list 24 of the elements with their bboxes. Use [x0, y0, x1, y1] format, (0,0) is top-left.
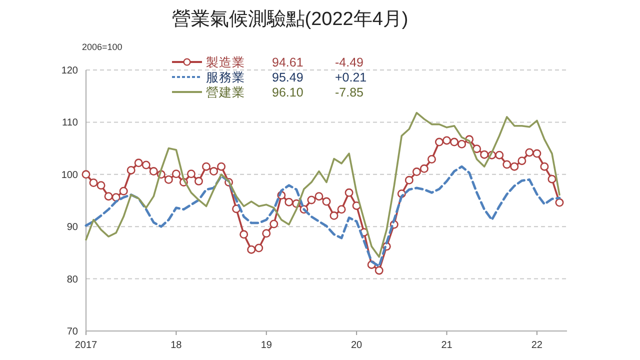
legend-label: 製造業 [206, 56, 245, 70]
y-axis-title: 2006=100 [82, 42, 122, 52]
x-tick-label: 20 [351, 340, 363, 351]
annotation: +0.21 [335, 70, 367, 84]
legend-label: 營建業 [206, 86, 245, 100]
legend-label: 服務業 [206, 70, 245, 84]
x-tick-label: 2017 [74, 340, 98, 351]
x-tick-label: 21 [441, 340, 453, 351]
y-tick-label: 120 [61, 66, 78, 76]
text: 94.61 [272, 56, 304, 70]
x-tick-label: 22 [531, 340, 543, 351]
y-tick-label: 80 [66, 274, 78, 286]
y-tick-label: 110 [62, 118, 78, 129]
x-tick-label: 19 [260, 340, 272, 351]
y-tick-label: 70 [66, 326, 78, 338]
annotation: -7.85 [335, 86, 364, 100]
y-tick-label: 100 [61, 170, 78, 181]
line-series [85, 112, 560, 258]
chart-title: 營業氣候測驗點(2022年4月) [172, 9, 408, 30]
x-tick-label: 18 [170, 340, 182, 351]
y-tick-label: 90 [66, 222, 78, 234]
text: -4.49 [335, 56, 364, 70]
annotation: 95.49 [272, 70, 304, 84]
annotation: 96.10 [272, 86, 304, 100]
